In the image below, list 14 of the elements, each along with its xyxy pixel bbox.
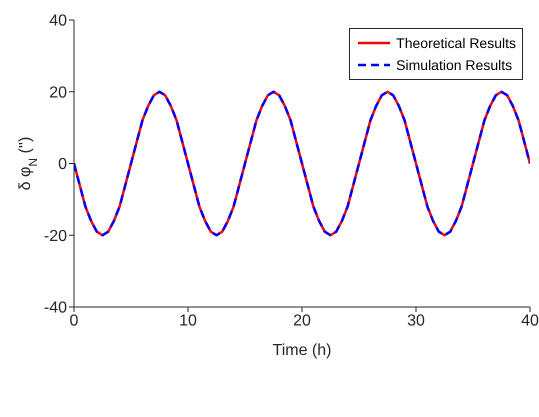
x-tick-label: 30: [407, 312, 425, 330]
x-tick-label: 20: [293, 312, 311, 330]
x-axis-title: Time (h): [272, 342, 332, 359]
legend-label: Simulation Results: [396, 57, 512, 73]
legend-label: Theoretical Results: [396, 35, 516, 51]
y-tick-label: 0: [58, 156, 68, 174]
y-tick-label: -40: [44, 300, 68, 317]
y-tick-label: 40: [49, 12, 68, 30]
line-series: [74, 90, 530, 236]
y-tick-label: 20: [49, 84, 68, 102]
x-tick-label: 40: [521, 312, 539, 330]
y-tick-label: -20: [44, 228, 68, 245]
x-tick-label: 0: [70, 312, 79, 330]
x-tick-label: 10: [179, 312, 197, 330]
